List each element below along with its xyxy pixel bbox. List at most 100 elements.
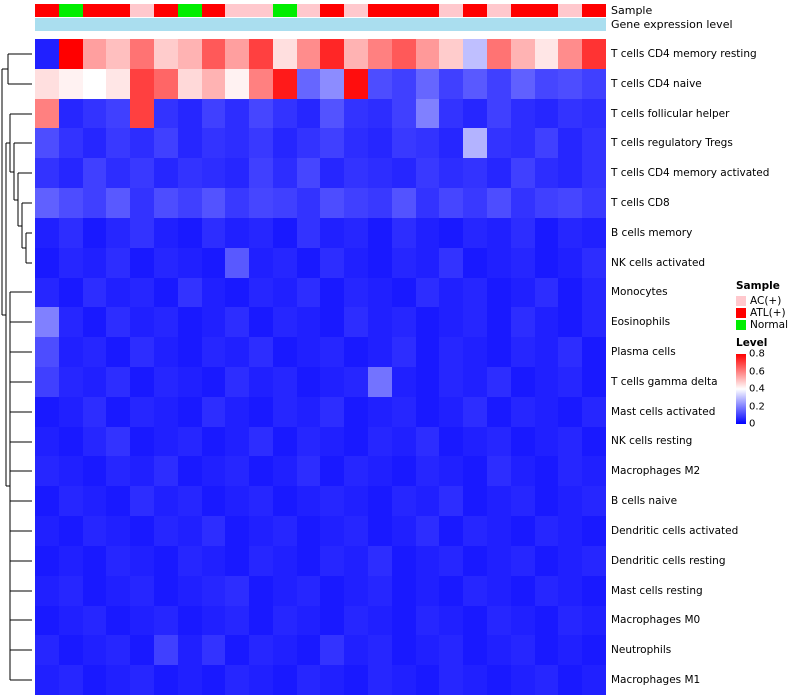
heatmap-cell bbox=[534, 486, 559, 517]
heatmap-cell bbox=[582, 217, 606, 248]
heatmap-cell bbox=[368, 545, 392, 576]
sample-annotation-cell bbox=[368, 4, 392, 17]
heatmap-cell bbox=[153, 247, 178, 278]
heatmap-cell bbox=[344, 247, 369, 278]
heatmap-cell bbox=[558, 188, 583, 218]
heatmap-cell bbox=[82, 39, 107, 69]
heatmap-cell bbox=[106, 575, 131, 606]
heatmap-cell bbox=[463, 605, 488, 636]
row-label: Monocytes bbox=[611, 286, 668, 299]
heatmap-cell bbox=[463, 337, 488, 367]
expression-annotation-cell bbox=[463, 18, 488, 31]
heatmap-cell bbox=[106, 307, 131, 338]
heatmap-cell bbox=[35, 217, 59, 248]
heatmap-cell bbox=[82, 217, 107, 248]
heatmap-cell bbox=[58, 307, 83, 338]
heatmap-cell bbox=[558, 665, 583, 695]
row-label: T cells gamma delta bbox=[611, 375, 718, 388]
heatmap-cell bbox=[463, 635, 488, 666]
heatmap-cell bbox=[391, 635, 416, 666]
heatmap-cell bbox=[225, 545, 250, 576]
heatmap-cell bbox=[510, 128, 535, 159]
level-legend: 0.8 0.6 0.4 0.2 0 bbox=[736, 348, 796, 430]
heatmap-cell bbox=[487, 456, 511, 487]
heatmap-cell bbox=[201, 39, 226, 69]
heatmap-cell bbox=[35, 516, 59, 546]
sample-annotation-cell bbox=[272, 4, 297, 17]
heatmap-cell bbox=[510, 39, 535, 69]
sample-annotation-cell bbox=[582, 4, 606, 17]
heatmap-cell bbox=[320, 486, 345, 517]
heatmap-cell bbox=[272, 277, 297, 308]
heatmap-cell bbox=[439, 158, 464, 189]
heatmap-cell bbox=[344, 68, 369, 99]
row-label: T cells CD4 memory resting bbox=[611, 47, 757, 60]
heatmap-cell bbox=[487, 39, 511, 69]
heatmap-cell bbox=[153, 158, 178, 189]
heatmap-cell bbox=[130, 396, 154, 427]
heatmap-cell bbox=[368, 486, 392, 517]
heatmap-cell bbox=[225, 158, 250, 189]
heatmap-cell bbox=[296, 307, 321, 338]
row-label: Neutrophils bbox=[611, 644, 672, 657]
heatmap-cell bbox=[391, 605, 416, 636]
heatmap-cell bbox=[296, 188, 321, 218]
heatmap-cell bbox=[534, 247, 559, 278]
heatmap-cell bbox=[487, 247, 511, 278]
heatmap-cell bbox=[558, 396, 583, 427]
sample-annotation-cell bbox=[463, 4, 488, 17]
heatmap-cell bbox=[487, 98, 511, 129]
sample-annotation-cell bbox=[225, 4, 250, 17]
level-tick-label: 0.8 bbox=[749, 348, 765, 360]
heatmap-cell bbox=[320, 98, 345, 129]
heatmap-cell bbox=[225, 128, 250, 159]
heatmap-cell bbox=[130, 247, 154, 278]
heatmap-cell bbox=[296, 277, 321, 308]
heatmap-cell bbox=[534, 277, 559, 308]
heatmap-cell bbox=[225, 486, 250, 517]
heatmap-cell bbox=[225, 605, 250, 636]
heatmap-cell bbox=[320, 426, 345, 457]
heatmap-cell bbox=[130, 635, 154, 666]
heatmap-cell bbox=[201, 98, 226, 129]
heatmap-cell bbox=[130, 217, 154, 248]
heatmap-cell bbox=[534, 128, 559, 159]
heatmap-cell bbox=[177, 247, 202, 278]
heatmap-cell bbox=[225, 277, 250, 308]
heatmap-cell bbox=[510, 98, 535, 129]
heatmap-cell bbox=[415, 247, 440, 278]
heatmap-cell bbox=[58, 98, 83, 129]
heatmap-cell bbox=[510, 426, 535, 457]
heatmap-cell bbox=[35, 307, 59, 338]
heatmap-cell bbox=[272, 158, 297, 189]
heatmap-cell bbox=[106, 277, 131, 308]
heatmap-cell bbox=[296, 68, 321, 99]
heatmap-cell bbox=[320, 665, 345, 695]
heatmap-cell bbox=[487, 396, 511, 427]
heatmap-cell bbox=[58, 367, 83, 397]
heatmap-cell bbox=[58, 39, 83, 69]
legend-item-label: ATL(+) bbox=[750, 306, 786, 319]
heatmap-cell bbox=[582, 545, 606, 576]
heatmap-cell bbox=[58, 217, 83, 248]
heatmap-cell bbox=[487, 426, 511, 457]
heatmap-cell bbox=[106, 635, 131, 666]
heatmap-cell bbox=[130, 158, 154, 189]
heatmap-cell bbox=[82, 426, 107, 457]
heatmap-cell bbox=[439, 367, 464, 397]
heatmap-cell bbox=[82, 665, 107, 695]
heatmap-cell bbox=[272, 188, 297, 218]
heatmap-cell bbox=[272, 516, 297, 546]
heatmap-cell bbox=[153, 396, 178, 427]
row-dendrogram bbox=[1, 53, 32, 681]
heatmap-cell bbox=[463, 665, 488, 695]
heatmap-cell bbox=[487, 575, 511, 606]
heatmap-cell bbox=[35, 128, 59, 159]
heatmap-cell bbox=[153, 665, 178, 695]
legend-sample-item: Normal bbox=[736, 319, 796, 331]
sample-annotation-cell bbox=[558, 4, 583, 17]
heatmap-cell bbox=[35, 277, 59, 308]
heatmap-cell bbox=[249, 396, 273, 427]
heatmap-cell bbox=[272, 337, 297, 367]
heatmap-cell bbox=[58, 456, 83, 487]
